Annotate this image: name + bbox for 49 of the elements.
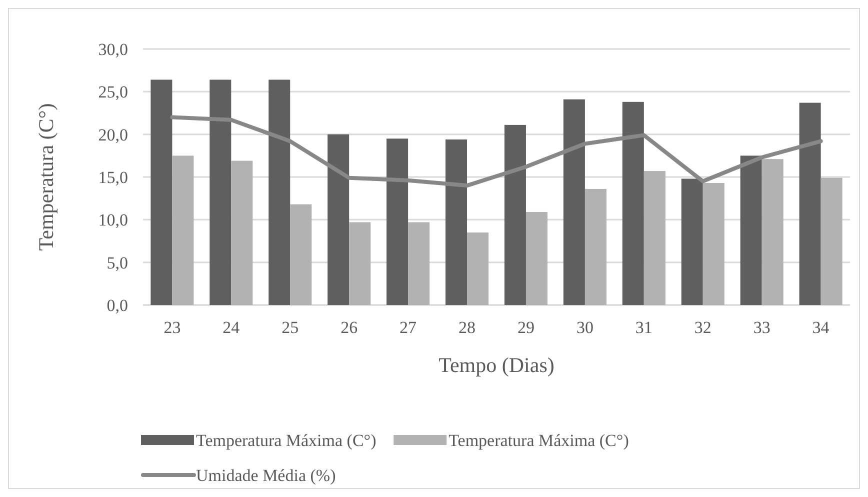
bar [563, 99, 585, 305]
x-tick-label: 23 [164, 318, 181, 337]
bar [445, 139, 468, 305]
bar [622, 102, 644, 305]
bar [172, 156, 194, 305]
bar [328, 134, 350, 305]
y-tick-label: 25,0 [98, 82, 128, 102]
x-tick-label: 28 [458, 318, 476, 337]
bar [150, 80, 172, 305]
bar [799, 102, 821, 305]
bar [349, 222, 371, 305]
y-tick-label: 20,0 [98, 125, 128, 144]
bar [386, 138, 408, 305]
x-tick-label: 30 [576, 318, 594, 337]
x-tick-label: 32 [694, 318, 712, 337]
bar [231, 160, 253, 305]
legend-label: Temperatura Máxima (C°) [196, 430, 376, 450]
x-tick-label: 33 [753, 318, 770, 337]
y-tick-label: 30,0 [98, 40, 128, 59]
bar [584, 188, 606, 305]
x-tick-label: 27 [400, 318, 418, 337]
y-tick-label: 10,0 [98, 210, 128, 230]
x-tick-label: 24 [222, 318, 240, 337]
bar [820, 178, 842, 305]
bar [681, 178, 703, 305]
x-tick-label: 34 [812, 318, 830, 337]
bar [702, 182, 724, 305]
x-axis-title: Tempo (Dias) [438, 353, 554, 377]
bar [268, 80, 290, 305]
bar [740, 156, 762, 305]
bar [526, 212, 548, 305]
bar [408, 222, 430, 305]
x-tick-label: 31 [635, 318, 652, 337]
y-axis-title: Temperatura (C°) [34, 103, 58, 251]
x-tick-label: 26 [340, 318, 358, 337]
y-tick-label: 15,0 [98, 168, 128, 187]
bar [644, 171, 666, 305]
bar [210, 80, 232, 305]
legend-label: Umidade Média (%) [196, 466, 336, 485]
bar [467, 232, 489, 305]
bar [762, 159, 784, 305]
bar [504, 124, 526, 305]
line-series [170, 115, 823, 188]
x-tick-label: 25 [282, 318, 299, 337]
y-tick-label: 0,0 [106, 296, 128, 315]
y-tick-label: 5,0 [106, 253, 128, 272]
bar [290, 204, 312, 305]
legend-label: Temperatura Máxima (C°) [448, 430, 629, 450]
x-tick-label: 29 [517, 318, 534, 337]
